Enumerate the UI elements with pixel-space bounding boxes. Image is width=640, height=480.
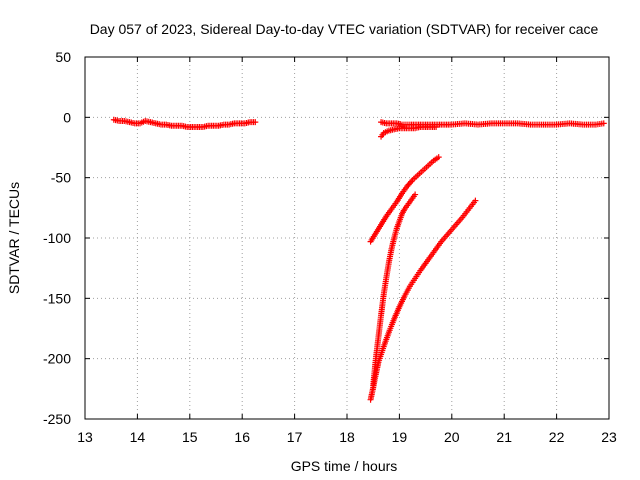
y-axis-label: SDTVAR / TECUs bbox=[6, 182, 22, 294]
series-arc-2 bbox=[378, 119, 607, 128]
y-tick-label: -100 bbox=[43, 230, 71, 246]
data-point bbox=[600, 120, 607, 127]
tick-labels: 13 14 15 16 17 18 19 20 21 22 23 50 0 -50 -100 -150 -200… bbox=[43, 49, 617, 445]
x-tick-label: 20 bbox=[444, 429, 460, 445]
x-tick-label: 13 bbox=[77, 429, 93, 445]
x-tick-label: 22 bbox=[549, 429, 565, 445]
x-tick-label: 17 bbox=[287, 429, 303, 445]
data-series bbox=[110, 116, 607, 403]
x-tick-label: 21 bbox=[496, 429, 512, 445]
x-axis-label: GPS time / hours bbox=[291, 458, 398, 474]
series-arc-6 bbox=[367, 197, 479, 403]
axis-ticks bbox=[84, 56, 610, 420]
x-tick-label: 19 bbox=[392, 429, 408, 445]
x-tick-label: 16 bbox=[234, 429, 250, 445]
series-arc-3 bbox=[378, 123, 440, 140]
data-point bbox=[252, 119, 259, 126]
y-tick-label: 50 bbox=[55, 49, 71, 65]
y-tick-label: -200 bbox=[43, 351, 71, 367]
x-tick-label: 18 bbox=[339, 429, 355, 445]
data-point bbox=[433, 123, 440, 130]
y-tick-label: -250 bbox=[43, 411, 71, 427]
data-point bbox=[435, 154, 442, 161]
x-tick-label: 15 bbox=[182, 429, 198, 445]
y-tick-label: -150 bbox=[43, 290, 71, 306]
data-point bbox=[472, 197, 479, 204]
data-point bbox=[412, 191, 419, 198]
y-tick-label: 0 bbox=[63, 109, 71, 125]
grid bbox=[85, 57, 609, 419]
series-arc-5 bbox=[370, 191, 419, 389]
x-tick-label: 14 bbox=[130, 429, 146, 445]
chart-title: Day 057 of 2023, Sidereal Day-to-day VTE… bbox=[90, 21, 599, 37]
series-arc-4 bbox=[367, 154, 442, 245]
x-tick-label: 23 bbox=[601, 429, 617, 445]
y-tick-label: -50 bbox=[51, 170, 71, 186]
series-arc-1 bbox=[110, 116, 259, 130]
